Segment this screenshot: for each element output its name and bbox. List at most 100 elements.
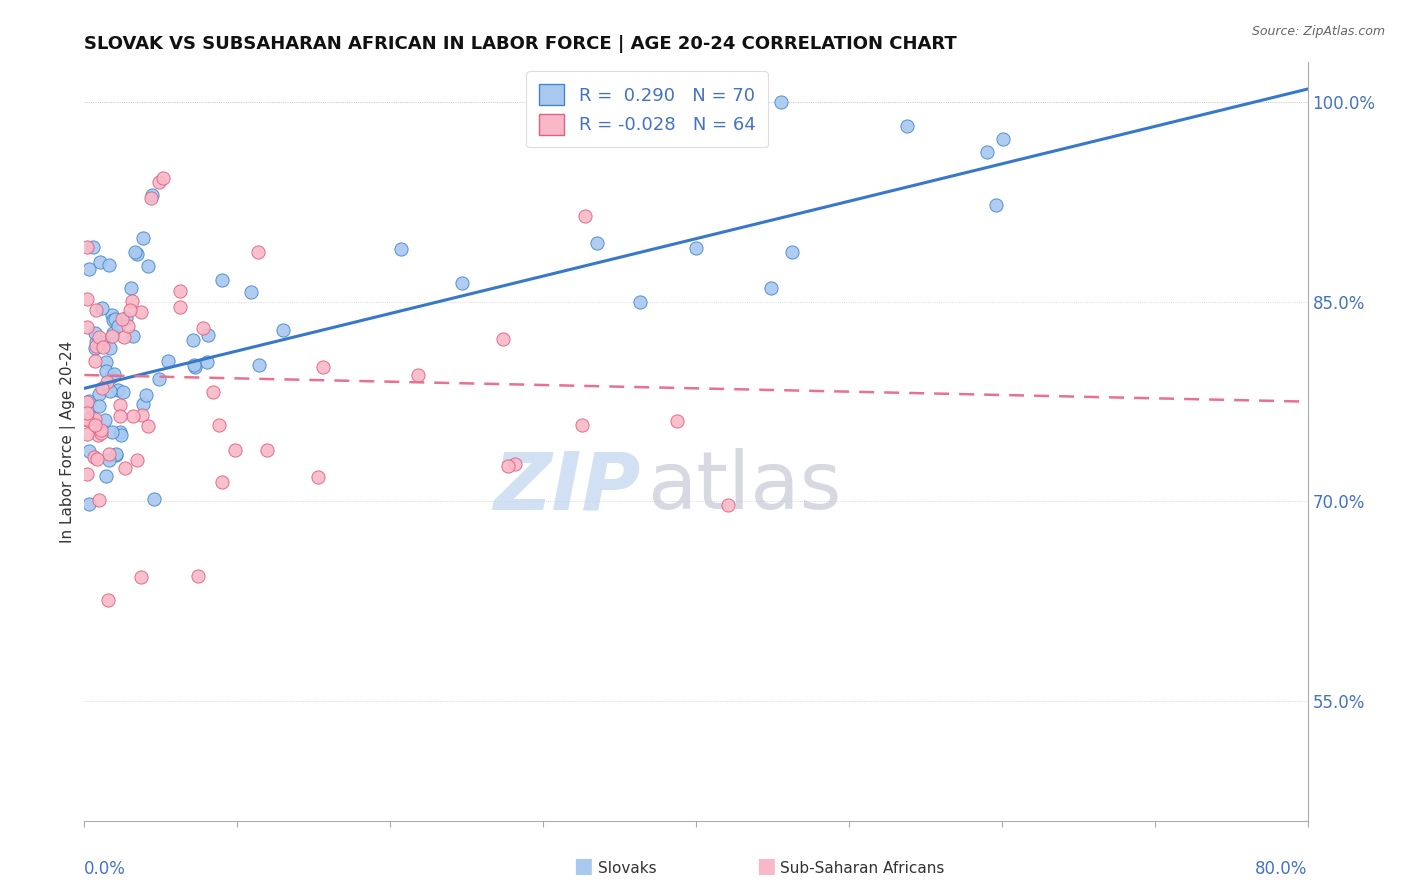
Point [77, 497, 100, 511]
Point [105, 447, 128, 461]
Point [782, 245, 804, 260]
Point [83, 450, 105, 465]
Point [406, 368, 429, 382]
Point [125, 453, 148, 467]
Point [96, 355, 118, 369]
Point [131, 408, 153, 422]
Point [76, 395, 98, 409]
Point [759, 281, 782, 295]
Point [993, 132, 1015, 146]
Point [117, 319, 139, 334]
Point [125, 247, 148, 261]
Point [247, 245, 270, 260]
Point [101, 308, 124, 322]
Text: Sub-Saharan Africans: Sub-Saharan Africans [780, 861, 945, 876]
Point [211, 475, 233, 489]
Point [124, 245, 146, 260]
Point [96, 376, 118, 390]
Point [94, 469, 117, 483]
Point [896, 119, 918, 133]
Point [114, 460, 136, 475]
Point [202, 385, 225, 400]
Point [148, 175, 170, 189]
Text: ■: ■ [574, 856, 593, 876]
Point [585, 235, 607, 250]
Point [984, 198, 1007, 212]
Point [94, 413, 117, 427]
Point [152, 171, 174, 186]
Point [138, 419, 160, 434]
Point [97, 258, 120, 272]
Point [148, 372, 170, 386]
Point [97, 593, 120, 607]
Point [83, 411, 105, 425]
Point [110, 399, 132, 413]
Point [311, 360, 333, 375]
Point [76, 406, 98, 420]
Point [574, 209, 596, 223]
Point [271, 323, 294, 337]
Point [104, 311, 127, 326]
Point [76, 320, 98, 334]
Point [195, 355, 218, 369]
Point [224, 442, 246, 457]
Point [120, 281, 142, 295]
Point [139, 191, 162, 205]
Point [84, 354, 107, 368]
Point [770, 95, 793, 110]
Point [93, 336, 115, 351]
Point [169, 300, 191, 314]
Text: 80.0%: 80.0% [1256, 860, 1308, 878]
Point [103, 312, 125, 326]
Text: 0.0%: 0.0% [84, 860, 127, 878]
Point [505, 457, 527, 471]
Point [76, 292, 98, 306]
Point [87, 427, 110, 442]
Point [122, 328, 145, 343]
Point [187, 568, 209, 582]
Point [112, 384, 135, 399]
Point [98, 447, 121, 461]
Point [89, 254, 111, 268]
Text: Source: ZipAtlas.com: Source: ZipAtlas.com [1251, 25, 1385, 38]
Text: atlas: atlas [647, 448, 841, 526]
Point [90, 301, 112, 315]
Point [103, 367, 125, 381]
Point [111, 311, 134, 326]
Point [112, 330, 135, 344]
Point [107, 319, 129, 334]
Point [110, 427, 132, 442]
Point [496, 458, 519, 473]
Point [89, 400, 111, 414]
Point [76, 426, 98, 441]
Point [131, 397, 153, 411]
Point [86, 451, 108, 466]
Point [156, 354, 179, 368]
Point [169, 285, 191, 299]
Point [665, 414, 688, 428]
Point [197, 327, 219, 342]
Point [82, 240, 104, 254]
Point [98, 384, 121, 398]
Point [389, 242, 412, 256]
Point [118, 302, 141, 317]
Point [115, 310, 138, 325]
Point [183, 359, 205, 374]
Point [84, 339, 107, 353]
Text: ■: ■ [756, 856, 776, 876]
Point [77, 394, 100, 409]
Point [183, 359, 205, 373]
Point [136, 260, 159, 274]
Point [976, 145, 998, 160]
Point [307, 469, 329, 483]
Point [239, 285, 262, 300]
Point [77, 443, 100, 458]
Point [450, 277, 472, 291]
Point [142, 492, 165, 507]
Point [717, 498, 740, 512]
Point [100, 328, 122, 343]
Point [193, 320, 215, 334]
Point [89, 493, 111, 508]
Point [249, 358, 271, 372]
Legend: R =  0.290   N = 70, R = -0.028   N = 64: R = 0.290 N = 70, R = -0.028 N = 64 [526, 71, 768, 147]
